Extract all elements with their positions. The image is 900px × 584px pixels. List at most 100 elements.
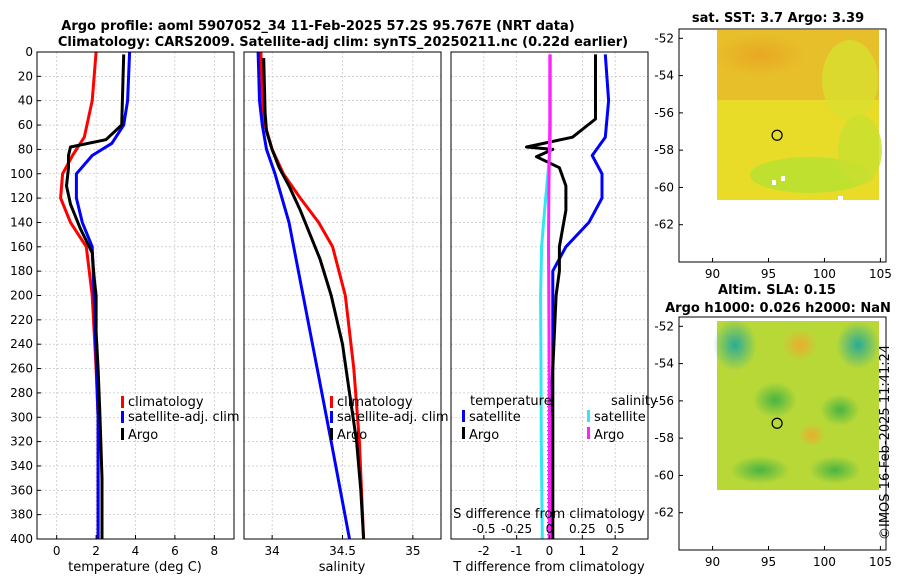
x-tick-label: 35	[405, 544, 420, 558]
s-difference-label: S difference from climatology	[453, 507, 645, 522]
x-tick-label: 6	[171, 544, 179, 558]
difference-panel: -2 -1 0 1 2 S difference from climatology -0…	[450, 51, 658, 575]
salinity-panel: 34 34.5 35 salinity climatology satellite-…	[243, 51, 449, 575]
sst-cool-patch	[750, 157, 870, 193]
sla-argo-marker	[771, 417, 783, 429]
s-tick-label: 0	[546, 522, 554, 536]
sst-cool-patch	[838, 115, 882, 185]
legend-swatch-satellite	[330, 411, 333, 423]
y-tick-label: 360	[10, 483, 33, 497]
y-tick-label: 220	[10, 313, 33, 327]
legend-swatch-argo	[121, 428, 124, 440]
y-tick-label: -54	[654, 69, 674, 83]
x-tick-label: 100	[813, 555, 836, 569]
y-tick-label: 140	[10, 215, 33, 229]
y-tick-label: 80	[18, 142, 33, 156]
y-tick-label: 20	[18, 69, 33, 83]
y-tick-label: -62	[654, 218, 674, 232]
s-tick-label: 0.5	[606, 522, 625, 536]
x-tick-label: 34	[265, 544, 280, 558]
legend-label-t-argo: Argo	[469, 428, 499, 443]
x-tick-label: 2	[92, 544, 100, 558]
y-tick-label: 240	[10, 337, 33, 351]
title-line-1: Argo profile: aoml 5907052_34 11-Feb-202…	[61, 19, 574, 34]
imos-watermark: ©IMOS 16-Feb-2025 11:41:24	[878, 345, 893, 540]
sla-high-patch	[798, 423, 826, 447]
series-line-satellite-adj-clim	[256, 51, 351, 540]
legend-title-temperature: temperature	[470, 394, 552, 409]
y-tick-label: -56	[654, 106, 674, 120]
series-line-argo	[262, 58, 366, 540]
sla-map-panel: Altim. SLA: 0.15 Argo h1000: 0.026 h2000…	[654, 283, 891, 569]
sst-warm-patch	[715, 33, 805, 77]
y-tick-label: 260	[10, 362, 33, 376]
x-tick-label: 34.5	[329, 544, 356, 558]
sst-missing-cell	[772, 180, 776, 185]
y-tick-label: 300	[10, 410, 33, 424]
x-tick-label: 100	[813, 267, 836, 281]
sla-low-patch	[820, 394, 860, 426]
legend-label-argo: Argo	[337, 428, 367, 443]
temperature-legend: climatology satellite-adj. clim Argo	[121, 395, 240, 443]
x-tick-label: 8	[210, 544, 218, 558]
x-tick-label: 4	[132, 544, 140, 558]
y-tick-label: -54	[654, 357, 674, 371]
legend-label-s-satellite: satellite	[594, 410, 646, 425]
sst-missing-cell	[838, 196, 843, 200]
sst-field	[715, 30, 882, 200]
s-tick-label: -0.25	[501, 522, 532, 536]
y-tick-label: 180	[10, 264, 33, 278]
sla-low-patch	[713, 319, 757, 371]
legend-label-climatology: climatology	[337, 395, 413, 410]
salinity-legend: climatology satellite-adj. clim Argo	[330, 395, 449, 443]
legend-swatch-s-argo	[587, 427, 590, 439]
legend-label-t-satellite: satellite	[469, 410, 521, 425]
sla-low-patch	[836, 321, 880, 369]
y-tick-label: -52	[654, 319, 674, 333]
x-tick-label: 0	[53, 544, 61, 558]
legend-swatch-climatology	[330, 396, 333, 408]
y-tick-label: 320	[10, 435, 33, 449]
y-tick-label: 280	[10, 386, 33, 400]
title-line-2: Climatology: CARS2009. Satellite-adj cli…	[58, 35, 628, 50]
x-tick-label: 95	[761, 267, 776, 281]
x-tick-label: 1	[579, 544, 587, 558]
x-tick-label: 95	[761, 555, 776, 569]
x-tick-label: 90	[705, 267, 720, 281]
y-tick-label: 340	[10, 459, 33, 473]
legend-label-s-argo: Argo	[594, 428, 624, 443]
sst-argo-marker	[771, 129, 783, 141]
y-tick-label: 120	[10, 191, 33, 205]
sst-cool-patch	[822, 40, 878, 120]
temperature-panel: 0204060801001201401601802002202402602803…	[10, 45, 240, 575]
sla-high-patch	[782, 329, 818, 361]
sla-low-patch	[753, 382, 797, 418]
x-tick-label: 105	[869, 555, 892, 569]
legend-swatch-t-satellite	[462, 410, 465, 422]
legend-label-argo: Argo	[128, 428, 158, 443]
legend-label-climatology: climatology	[128, 395, 204, 410]
s-tick-label: -0.5	[472, 522, 495, 536]
sla-map-subtitle: Argo h1000: 0.026 h2000: NaN	[665, 301, 891, 316]
x-tick-label: 105	[869, 267, 892, 281]
temperature-xlabel: temperature (deg C)	[68, 560, 202, 575]
sst-axes-box	[678, 28, 887, 263]
series-line-s-argo	[547, 54, 552, 539]
y-tick-label: -58	[654, 143, 674, 157]
sla-map-title: Altim. SLA: 0.15	[718, 283, 836, 298]
sst-missing-cell	[781, 176, 785, 181]
y-tick-label: 40	[18, 94, 33, 108]
y-tick-label: 400	[10, 532, 33, 546]
y-tick-label: -58	[654, 431, 674, 445]
series-line-t-satellite	[548, 54, 611, 539]
sla-low-patch	[809, 456, 861, 484]
y-tick-label: 160	[10, 240, 33, 254]
t-difference-label: T difference from climatology	[452, 560, 645, 575]
y-tick-label: -60	[654, 180, 674, 194]
legend-swatch-satellite	[121, 411, 124, 423]
sst-map-title: sat. SST: 3.7 Argo: 3.39	[692, 11, 864, 26]
salinity-xlabel: salinity	[319, 560, 366, 575]
sla-low-patch	[730, 456, 790, 484]
legend-label-satellite: satellite-adj. clim	[128, 410, 240, 425]
y-tick-label: 200	[10, 289, 33, 303]
